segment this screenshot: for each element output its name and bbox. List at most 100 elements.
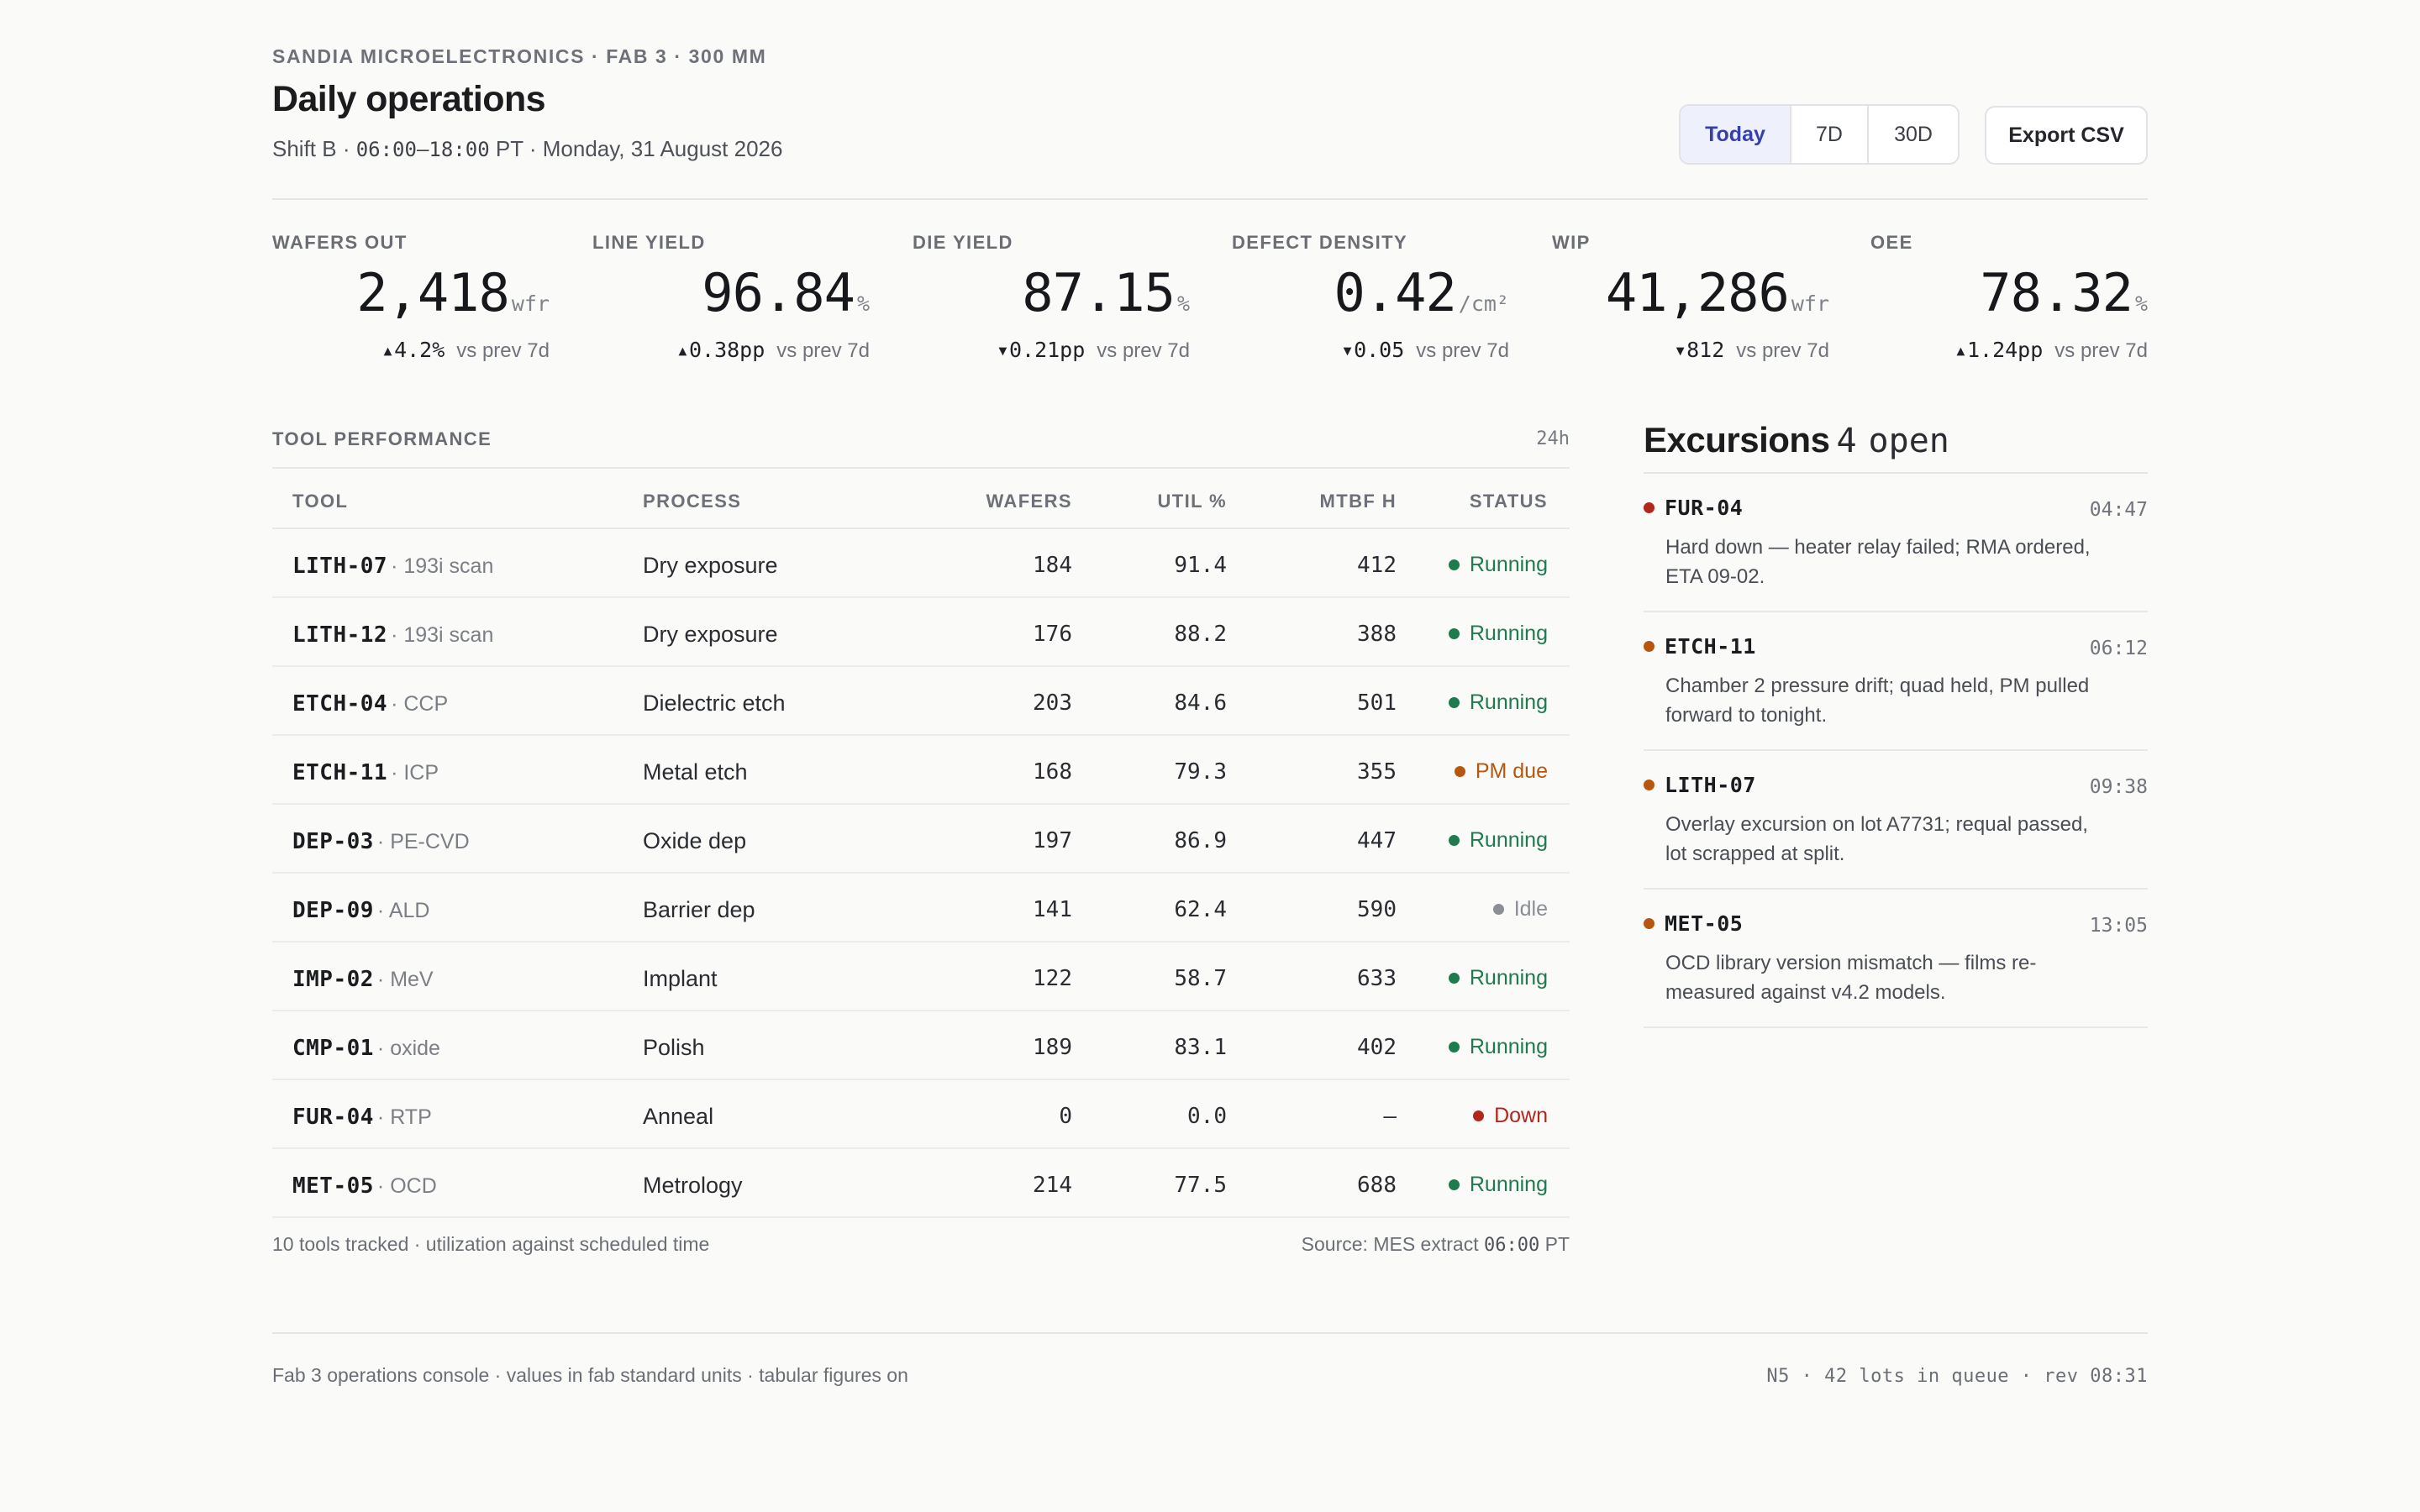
table-header: TOOL PROCESS WAFERS UTIL % MTBF H STATUS [272, 467, 1570, 529]
kpi-line-yield: LINE YIELD 96.84% ▴0.38pp vs prev 7d [592, 232, 870, 375]
wafers-cell: 184 [1033, 553, 1072, 578]
column-header-status[interactable]: STATUS [1469, 491, 1548, 512]
range-7d-button[interactable]: 7D [1790, 106, 1867, 163]
tool-subtype: · ALD [376, 899, 430, 922]
excursion-tool: LITH-07 [1665, 773, 1756, 797]
excursion-head: ETCH-11 [1644, 634, 1756, 659]
util-cell: 86.9 [1174, 828, 1227, 853]
util-cell: 0.0 [1187, 1104, 1227, 1129]
process-cell: Anneal [643, 1104, 714, 1129]
status-badge: PM due [1454, 759, 1548, 784]
util-cell: 79.3 [1174, 759, 1227, 785]
mtbf-cell: 388 [1357, 622, 1397, 647]
tool-cell: IMP-02 · MeV [292, 966, 434, 992]
table-row[interactable]: FUR-04 · RTP Anneal 0 0.0 — Down [272, 1080, 1570, 1149]
status-dot-icon [1473, 1110, 1485, 1121]
kpi-delta: ▾0.05 [1341, 338, 1405, 362]
excursion-item[interactable]: LITH-07 09:38 Overlay excursion on lot A77… [1644, 751, 2148, 890]
status-dot-icon [1492, 904, 1504, 915]
table-row[interactable]: MET-05 · OCD Metrology 214 77.5 688 Running [272, 1149, 1570, 1218]
status-label: Running [1469, 622, 1548, 645]
column-header-tool[interactable]: TOOL [292, 491, 349, 512]
table-row[interactable]: DEP-09 · ALD Barrier dep 141 62.4 590 Idle [272, 874, 1570, 942]
status-label: Down [1494, 1104, 1548, 1127]
tool-id: ETCH-11 [292, 760, 388, 785]
tool-id: FUR-04 [292, 1105, 374, 1130]
status-badge: Running [1448, 966, 1548, 990]
tool-cell: ETCH-11 · ICP [292, 759, 439, 785]
excursion-item[interactable]: MET-05 13:05 OCD library version mismatch … [1644, 890, 2148, 1028]
header-divider [272, 198, 2148, 200]
kpi-comparison: vs prev 7d [1097, 339, 1190, 362]
kpi-delta: ▾812 [1674, 338, 1725, 362]
status-badge: Running [1448, 1035, 1548, 1059]
status-dot-icon [1448, 835, 1460, 846]
column-header-util[interactable]: UTIL % [1157, 491, 1227, 512]
wafers-cell: 0 [1059, 1104, 1072, 1129]
util-cell: 62.4 [1174, 897, 1227, 922]
severity-dot-icon [1644, 502, 1655, 513]
kpi-unit: wfr [1791, 291, 1829, 316]
kpi-label: OEE [1870, 232, 1913, 253]
range-today-button[interactable]: Today [1681, 106, 1790, 163]
source-suffix: PT [1539, 1233, 1570, 1255]
table-row[interactable]: ETCH-11 · ICP Metal etch 168 79.3 355 PM due [272, 736, 1570, 805]
table-row[interactable]: CMP-01 · oxide Polish 189 83.1 402 Running [272, 1011, 1570, 1080]
wafers-cell: 214 [1033, 1173, 1072, 1198]
status-dot-icon [1448, 1179, 1460, 1190]
kpi-wafers-out: WAFERS OUT 2,418 wfr ▴4.2% vs prev 7d [272, 232, 550, 375]
severity-dot-icon [1644, 641, 1655, 652]
status-dot-icon [1448, 973, 1460, 984]
status-label: PM due [1475, 759, 1548, 783]
excursion-description: Chamber 2 pressure drift; quad held, PM … [1665, 675, 2090, 727]
table-row[interactable]: ETCH-04 · CCP Dielectric etch 203 84.6 501 Run… [272, 667, 1570, 736]
excursion-head: FUR-04 [1644, 496, 1743, 520]
status-badge: Down [1473, 1104, 1548, 1128]
excursion-tool: MET-05 [1665, 911, 1744, 936]
kpi-delta: ▴0.38pp [676, 338, 765, 362]
status-label: Running [1469, 966, 1548, 990]
status-badge: Idle [1492, 897, 1548, 921]
excursion-item[interactable]: FUR-04 04:47 Hard down — heater relay fail… [1644, 474, 2148, 612]
kpi-label: WAFERS OUT [272, 232, 408, 253]
export-csv-button[interactable]: Export CSV [1985, 106, 2148, 165]
table-row[interactable]: IMP-02 · MeV Implant 122 58.7 633 Running [272, 942, 1570, 1011]
status-badge: Running [1448, 553, 1548, 577]
tool-subtype: · CCP [391, 692, 449, 716]
kpi-value: 41,286 [1605, 262, 1790, 323]
kpi-comparison: vs prev 7d [1736, 339, 1829, 362]
tool-performance-window: 24h [1536, 428, 1570, 449]
wafers-cell: 122 [1033, 966, 1072, 991]
process-cell: Implant [643, 966, 718, 991]
table-row[interactable]: LITH-07 · 193i scan Dry exposure 184 91.4 412… [272, 529, 1570, 598]
tool-id: DEP-09 [292, 898, 374, 923]
kpi-unit: /cm² [1458, 291, 1509, 316]
excursion-time: 09:38 [2089, 776, 2148, 798]
tool-subtype: · RTP [376, 1105, 432, 1129]
tool-id: LITH-12 [292, 622, 388, 648]
mtbf-cell: 412 [1357, 553, 1397, 578]
mtbf-cell: 501 [1357, 690, 1397, 716]
mtbf-cell: 688 [1357, 1173, 1397, 1198]
excursions-header: Excursions 4 open [1644, 420, 2148, 474]
process-cell: Dielectric etch [643, 690, 786, 716]
dashboard-page: SANDIA MICROELECTRONICS · FAB 3 · 300 MM… [272, 0, 2148, 1512]
tool-subtype: · ICP [391, 761, 439, 785]
excursion-item[interactable]: ETCH-11 06:12 Chamber 2 pressure drift; qu… [1644, 612, 2148, 751]
table-row[interactable]: LITH-12 · 193i scan Dry exposure 176 88.2 388… [272, 598, 1570, 667]
range-30d-button[interactable]: 30D [1867, 106, 1958, 163]
status-dot-icon [1448, 559, 1460, 570]
kpi-label: DIE YIELD [913, 232, 1013, 253]
column-header-mtbf[interactable]: MTBF H [1319, 491, 1397, 512]
tool-cell: LITH-12 · 193i scan [292, 622, 493, 648]
range-toggle: Today 7D 30D [1679, 104, 1960, 165]
status-label: Running [1469, 553, 1548, 576]
table-row[interactable]: DEP-03 · PE-CVD Oxide dep 197 86.9 447 Running [272, 805, 1570, 874]
tool-performance-label: TOOL PERFORMANCE [272, 428, 492, 449]
tool-subtype: · 193i scan [391, 623, 494, 647]
tool-subtype: · MeV [376, 968, 434, 991]
column-header-process[interactable]: PROCESS [643, 491, 742, 512]
excursion-time: 04:47 [2089, 499, 2148, 521]
excursions-open-label: open [1868, 422, 1949, 460]
column-header-wafers[interactable]: WAFERS [986, 491, 1072, 512]
